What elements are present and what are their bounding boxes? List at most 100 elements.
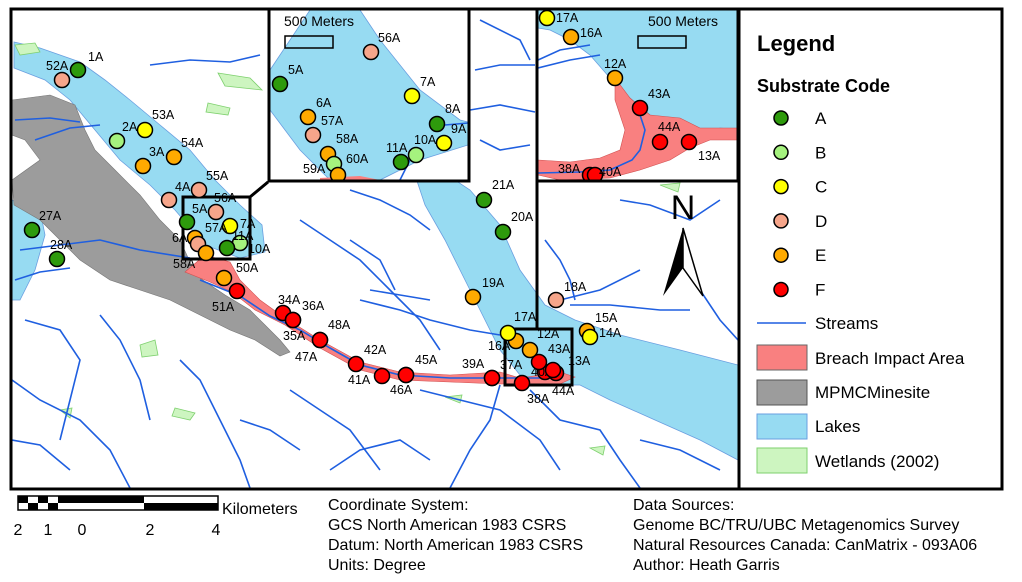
legend-wetlands-swatch bbox=[756, 447, 808, 474]
site-marker bbox=[228, 282, 246, 300]
inset1-site-57a: 57A bbox=[304, 114, 344, 144]
legend-code-label: E bbox=[815, 246, 826, 265]
site-marker bbox=[499, 324, 517, 342]
site-label: 20A bbox=[511, 210, 534, 224]
site-label: 10A bbox=[248, 242, 271, 256]
legend-code-marker bbox=[773, 213, 789, 229]
inset2-site-16a: 16A bbox=[562, 26, 603, 46]
coordinate-info: Coordinate System: GCS North American 19… bbox=[328, 497, 583, 574]
site-marker bbox=[299, 108, 317, 126]
inset2-site-13a: 13A bbox=[680, 133, 721, 163]
site-marker bbox=[494, 223, 512, 241]
inset1-scale: 500 Meters bbox=[284, 13, 354, 49]
inset1-site-8a: 8A bbox=[428, 102, 461, 133]
main-site-12a: 12A bbox=[521, 327, 560, 359]
main-site-28a: 28A bbox=[48, 238, 73, 268]
legend-code-label: D bbox=[815, 212, 827, 231]
site-label: 13A bbox=[698, 149, 721, 163]
legend-code-label: F bbox=[815, 281, 825, 300]
svg-text:500 Meters: 500 Meters bbox=[284, 13, 354, 29]
site-label: 3A bbox=[149, 145, 165, 159]
legend-code-marker bbox=[773, 110, 789, 126]
site-label: 12A bbox=[537, 327, 560, 341]
site-marker bbox=[53, 71, 71, 89]
site-label: 38A bbox=[558, 162, 581, 176]
site-label: 7A bbox=[240, 217, 256, 231]
inset1-site-9a: 9A bbox=[435, 122, 467, 152]
lake-south bbox=[414, 169, 738, 461]
site-label: 2A bbox=[122, 120, 138, 134]
legend-streams-label: Streams bbox=[815, 314, 878, 333]
site-marker bbox=[547, 291, 565, 309]
main-site-13a: 13A bbox=[544, 354, 591, 379]
site-marker bbox=[207, 203, 225, 221]
legend-code-d: D bbox=[773, 212, 827, 231]
main-site-42a: 42A bbox=[347, 343, 387, 373]
main-site-56a: 56A bbox=[207, 191, 237, 221]
main-site-11a: 11A bbox=[218, 229, 254, 257]
site-label: 10A bbox=[414, 133, 437, 147]
legend-code-e: E bbox=[773, 246, 826, 265]
site-marker bbox=[362, 43, 380, 61]
site-label: 38A bbox=[527, 392, 550, 406]
site-label: 46A bbox=[390, 383, 413, 397]
site-label: 52A bbox=[46, 59, 69, 73]
main-site-1a: 1A bbox=[69, 50, 104, 79]
legend-code-marker bbox=[773, 247, 789, 263]
site-marker bbox=[407, 146, 425, 164]
site-marker bbox=[347, 355, 365, 373]
site-marker bbox=[403, 87, 421, 105]
main-site-38a: 38A bbox=[513, 374, 550, 406]
main-site-17a: 17A bbox=[499, 310, 537, 342]
site-label: 14A bbox=[599, 326, 622, 340]
site-label: 51A bbox=[212, 300, 235, 314]
main-site-5a: 5A bbox=[178, 202, 208, 231]
scale-bar: Kilometers 2 1 0 2 4 bbox=[14, 495, 298, 539]
site-marker bbox=[311, 331, 329, 349]
site-marker bbox=[631, 99, 649, 117]
site-label: 40A bbox=[599, 165, 622, 179]
inset1-site-59a: 59A bbox=[303, 162, 347, 180]
site-label: 13A bbox=[568, 354, 591, 368]
site-label: 45A bbox=[415, 353, 438, 367]
site-label: 44A bbox=[552, 384, 575, 398]
site-marker bbox=[606, 69, 624, 87]
inset2-site-40a: 40A bbox=[586, 165, 622, 180]
legend-code-b: B bbox=[773, 143, 826, 162]
site-marker bbox=[329, 166, 347, 180]
svg-text:GCS North American 1983 CSRS: GCS North American 1983 CSRS bbox=[328, 517, 566, 534]
site-label: 19A bbox=[482, 276, 505, 290]
site-label: 4A bbox=[175, 180, 191, 194]
site-label: 43A bbox=[548, 342, 571, 356]
site-marker bbox=[48, 250, 66, 268]
site-label: 57A bbox=[205, 221, 228, 235]
legend-code-marker bbox=[773, 144, 789, 161]
inset-map-1: 500 Meters 56A 5A 7A 8A 9A 6A 57A 58A 10A 11A 60A 5… bbox=[270, 10, 468, 180]
main-site-7a: 7A bbox=[221, 217, 256, 235]
inset1-site-56a: 56A bbox=[362, 31, 401, 61]
legend-minesite-label: MPMCMinesite bbox=[815, 383, 930, 402]
site-marker bbox=[215, 269, 233, 287]
site-marker bbox=[680, 133, 698, 151]
legend-lakes-swatch bbox=[756, 413, 808, 440]
inset2-site-12a: 12A bbox=[604, 57, 627, 87]
site-label: 9A bbox=[451, 122, 467, 136]
site-marker bbox=[271, 75, 289, 93]
main-site-19a: 19A bbox=[464, 276, 505, 306]
site-label: 59A bbox=[303, 162, 326, 176]
legend-code-f: F bbox=[773, 281, 825, 300]
site-label: 8A bbox=[445, 102, 461, 116]
main-site-2a: 2A bbox=[108, 120, 138, 150]
site-label: 17A bbox=[556, 11, 579, 25]
site-label: 47A bbox=[295, 350, 318, 364]
site-marker bbox=[562, 28, 580, 46]
site-label: 11A bbox=[386, 141, 408, 155]
site-marker bbox=[651, 133, 669, 151]
site-marker bbox=[581, 328, 599, 346]
site-marker bbox=[134, 157, 152, 175]
main-site-50a: 50A bbox=[215, 261, 259, 287]
streams bbox=[12, 19, 738, 488]
